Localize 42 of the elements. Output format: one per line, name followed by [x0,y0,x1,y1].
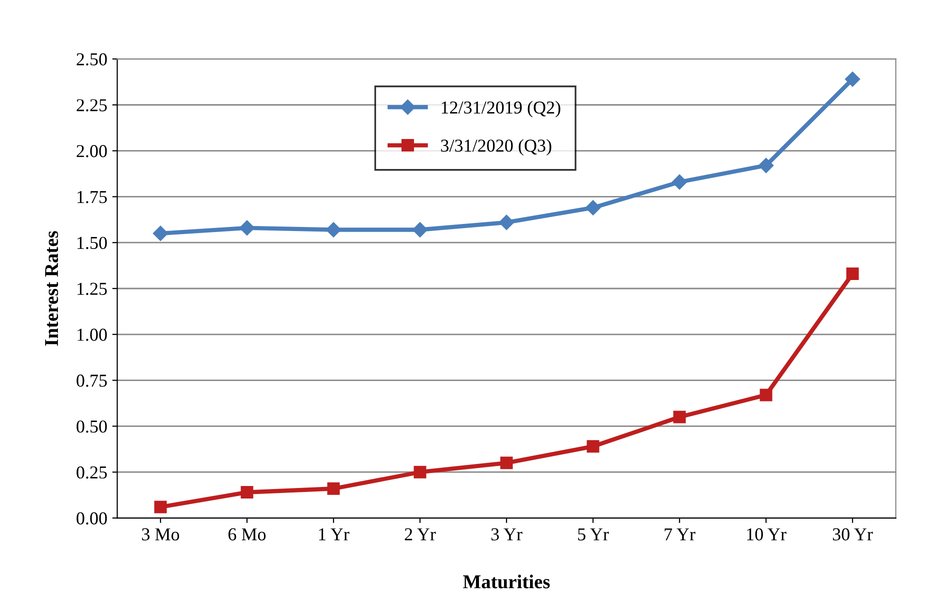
point [326,222,342,238]
x-tick-label: 3 Yr [491,528,522,540]
y-tick-label: 0.00 [76,512,107,525]
point [672,174,688,190]
point [154,500,167,514]
point [412,222,428,238]
y-tick-label: 2.25 [76,99,107,112]
y-tick-label: 1.25 [78,282,107,296]
y-tick-label: 1.50 [78,236,107,250]
x-tick-label: 5 Yr [578,528,609,540]
point [585,200,601,216]
legend-label: 3/31/2020 (Q3) [441,139,552,156]
y-tick-label: 0.50 [76,420,107,433]
point [240,486,254,499]
x-tick-label: 6 Mo [228,528,266,540]
point [152,226,168,241]
point [846,268,859,280]
x-tick-label: 10 Yr [747,528,786,540]
point [498,214,514,230]
point [844,72,860,87]
point [758,158,774,174]
x-tick-label: 2 Yr [404,528,436,540]
x-tick-label: 3 Mo [142,528,180,540]
y-tick-label: 1.75 [78,191,107,204]
point [673,410,686,424]
y-tick-label: 2.50 [76,53,107,66]
x-tick-label: 7 Yr [664,528,696,540]
y-tick-label: 0.75 [76,374,107,387]
point [586,440,600,453]
x-axis-title: Maturities [463,574,550,588]
y-axis-title: Interest Rates [45,231,58,346]
y-tick-label: 2.00 [76,145,107,158]
point [500,456,513,470]
point [239,220,255,236]
legend-label: 12/31/2019 (Q2) [442,100,560,118]
x-tick-label: 30 Yr [832,528,873,540]
point [760,388,772,402]
point [327,482,340,495]
y-tick-label: 1.00 [78,328,107,341]
y-tick-label: 0.25 [76,466,107,479]
x-tick-label: 1 Yr [319,528,350,540]
point [414,466,426,478]
